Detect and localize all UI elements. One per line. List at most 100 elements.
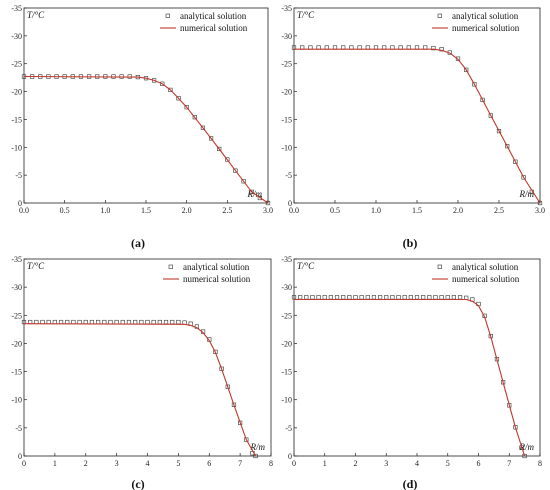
x-tick-label: 7 xyxy=(507,459,511,468)
y-axis-label: T/°C xyxy=(297,10,315,20)
x-tick-label: 2.0 xyxy=(453,206,463,215)
analytical-solution-marker xyxy=(298,295,303,300)
x-tick-label: 2.0 xyxy=(182,206,192,215)
analytical-solution-marker xyxy=(377,295,383,300)
analytical-solution-marker xyxy=(402,295,407,300)
legend-label-numerical: numerical solution xyxy=(452,23,520,33)
x-tick-label: 5 xyxy=(176,459,180,468)
panel-label: (c) xyxy=(131,477,144,490)
x-tick-label: 0 xyxy=(292,459,296,468)
analytical-solution-marker xyxy=(427,295,432,300)
y-tick-label: -10 xyxy=(11,143,22,152)
analytical-solution-marker xyxy=(408,295,413,300)
analytical-solution-marker xyxy=(316,295,321,300)
numerical-solution-line xyxy=(294,48,541,204)
analytical-solution-marker xyxy=(390,295,395,300)
y-axis-label: T/°C xyxy=(297,261,315,271)
x-tick-label: 0.0 xyxy=(289,206,299,215)
analytical-solution-marker xyxy=(168,87,173,92)
analytical-solution-marker xyxy=(265,200,271,206)
analytical-solution-marker xyxy=(480,97,485,103)
analytical-solution-marker xyxy=(445,295,450,300)
y-tick-label: -10 xyxy=(11,396,22,405)
analytical-solution-marker xyxy=(126,319,132,325)
x-tick-label: 3.0 xyxy=(263,206,273,215)
analytical-solution-marker xyxy=(310,295,315,300)
analytical-solution-marker xyxy=(304,295,309,300)
x-tick-label: 1 xyxy=(53,459,57,468)
analytical-solution-marker xyxy=(145,319,150,325)
panel-label: (a) xyxy=(131,236,145,250)
y-tick-label: -5 xyxy=(285,171,292,180)
analytical-solution-marker xyxy=(451,295,457,300)
y-tick-label: -20 xyxy=(281,339,292,348)
analytical-solution-marker xyxy=(455,56,461,61)
analytical-solution-marker xyxy=(464,67,469,72)
x-tick-label: 4 xyxy=(146,459,150,468)
analytical-solution-marker xyxy=(244,437,249,442)
x-tick-label: 8 xyxy=(538,459,542,468)
legend-marker-analytical xyxy=(168,264,173,269)
analytical-solution-marker xyxy=(241,179,246,184)
analytical-solution-marker xyxy=(365,295,370,300)
y-tick-label: -30 xyxy=(11,32,22,41)
analytical-solution-marker xyxy=(192,115,197,120)
analytical-solution-marker xyxy=(334,295,340,300)
chart-panel-4: 0 1 2 3 4 5 6 7 8 -35 -30 -25 -20 -15 -10 -5 0 T/°C R/m ana… xyxy=(281,255,542,490)
x-tick-label: 1 xyxy=(323,459,327,468)
numerical-solution-line xyxy=(294,298,526,457)
x-tick-label: 4 xyxy=(415,459,419,468)
analytical-solution-marker xyxy=(253,453,258,459)
analytical-solution-marker xyxy=(488,113,493,118)
analytical-solution-marker xyxy=(521,175,526,180)
y-axis-label: T/°C xyxy=(27,10,45,20)
y-tick-label: -10 xyxy=(281,143,292,152)
legend-label-analytical: analytical solution xyxy=(183,262,250,272)
x-tick-label: 6 xyxy=(477,459,481,468)
y-tick-label: -25 xyxy=(281,311,292,320)
analytical-solution-marker xyxy=(225,157,230,162)
analytical-solution-marker xyxy=(431,46,436,51)
analytical-solution-marker xyxy=(217,146,222,152)
x-tick-label: 0 xyxy=(22,459,26,468)
y-tick-label: -30 xyxy=(11,283,22,292)
analytical-solution-marker xyxy=(522,453,527,459)
chart-panel-3: 0 1 2 3 4 5 6 7 8 -35 -30 -25 -20 -15 -10 -5 0 T/°C R/m ana… xyxy=(11,255,273,490)
analytical-solution-marker xyxy=(457,295,463,300)
chart-panel-1: 0.0 0.5 1.0 1.5 2.0 2.5 3.0 -35 -30 -25 -20 -15 -10 -… xyxy=(11,4,273,250)
y-tick-label: -15 xyxy=(11,115,22,124)
legend-label-analytical: analytical solution xyxy=(452,11,519,21)
x-tick-label: 1.0 xyxy=(371,206,381,215)
analytical-solution-marker xyxy=(176,319,181,325)
x-tick-label: 7 xyxy=(238,459,242,468)
chart-panel-2: 0.0 0.5 1.0 1.5 2.0 2.5 3.0 -35 -30 -25 -20 -15 -10 -… xyxy=(281,4,545,250)
y-tick-label: -5 xyxy=(15,171,22,180)
x-tick-label: 3 xyxy=(115,459,119,468)
analytical-solution-marker xyxy=(139,319,144,325)
x-tick-label: 8 xyxy=(269,459,273,468)
analytical-solution-marker xyxy=(102,319,107,325)
analytical-solution-marker xyxy=(359,295,364,300)
y-tick-label: -10 xyxy=(281,396,292,405)
analytical-solution-marker xyxy=(233,168,238,173)
x-tick-label: 1.5 xyxy=(141,206,151,215)
analytical-solution-marker xyxy=(160,81,165,86)
x-axis-label: R/m xyxy=(519,442,535,452)
x-tick-label: 3.0 xyxy=(535,206,545,215)
y-tick-label: -20 xyxy=(281,88,292,97)
analytical-solution-marker xyxy=(513,159,518,164)
y-tick-label: 0 xyxy=(18,199,22,208)
analytical-solution-marker xyxy=(89,319,95,325)
analytical-solution-marker xyxy=(176,96,181,101)
plot-frame xyxy=(293,7,541,204)
legend-label-analytical: analytical solution xyxy=(452,262,519,272)
x-tick-label: 3 xyxy=(384,459,388,468)
panel-label: (b) xyxy=(403,236,418,250)
plot-frame xyxy=(23,7,269,204)
analytical-solution-marker xyxy=(439,295,444,300)
legend-marker-analytical xyxy=(437,13,442,18)
y-tick-label: -5 xyxy=(15,424,22,433)
plot-frame xyxy=(293,258,541,457)
y-tick-label: 0 xyxy=(288,452,292,461)
